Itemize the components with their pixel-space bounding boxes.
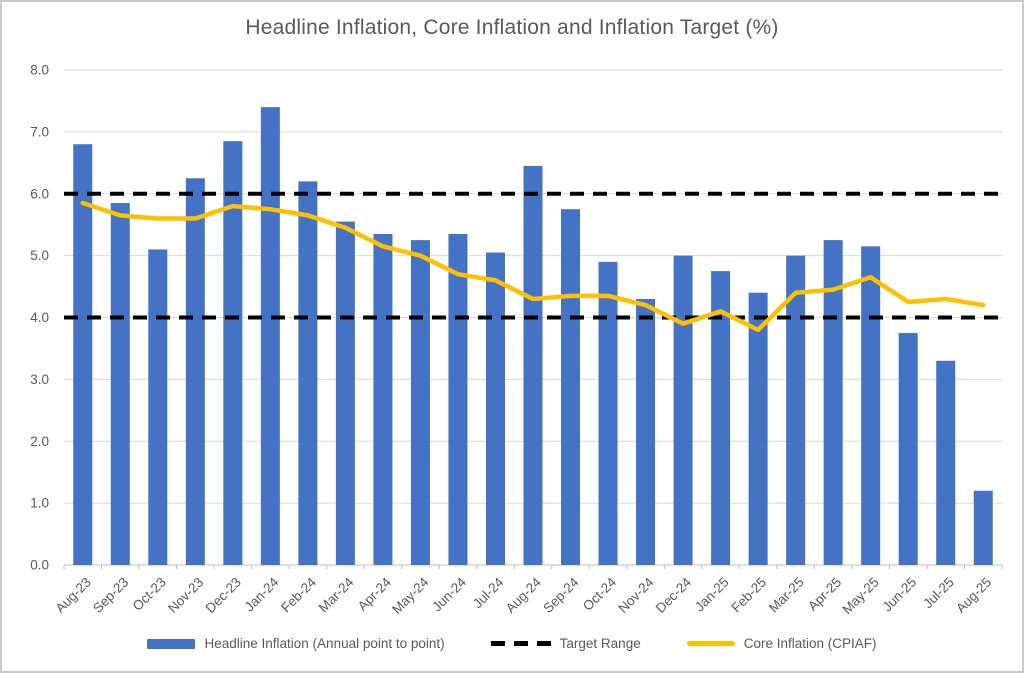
core-inflation-line — [80, 200, 986, 333]
x-tick-label: Oct-23 — [130, 575, 169, 614]
bar-Feb-25 — [748, 292, 768, 565]
target-range-dash-swatch — [490, 641, 551, 646]
legend-label-core-inflation: Core Inflation (CPIAF) — [743, 636, 877, 651]
legend-item-target-range: Target Range — [490, 636, 641, 651]
x-tick-label: Jan-24 — [242, 574, 282, 614]
core-inflation-line-swatch — [686, 641, 735, 646]
x-tick-label: Jul-25 — [920, 575, 957, 612]
x-tick-label: Feb-24 — [278, 574, 319, 615]
x-tick-label: Nov-23 — [165, 575, 206, 616]
x-tick-label: Sep-23 — [90, 575, 131, 616]
x-tick-label: Aug-23 — [52, 575, 93, 616]
x-tick-label: May-24 — [389, 574, 432, 617]
x-tick-label: Mar-24 — [316, 574, 357, 615]
x-tick-label: Aug-25 — [953, 575, 994, 616]
x-tick-label: Nov-24 — [615, 574, 657, 616]
x-tick-label: Jul-24 — [470, 574, 507, 611]
y-tick-label: 2.0 — [30, 434, 49, 449]
y-tick-label: 8.0 — [30, 63, 49, 78]
x-tick-label: Dec-24 — [653, 574, 695, 616]
bar-Jun-24 — [448, 233, 468, 565]
y-tick-label: 3.0 — [30, 372, 49, 387]
x-tick-label: Apr-25 — [805, 575, 844, 614]
bar-Aug-25 — [973, 490, 993, 565]
x-tick-label: Mar-25 — [766, 575, 807, 616]
bar-Aug-24 — [523, 165, 543, 565]
legend-item-headline-inflation: Headline Inflation (Annual point to poin… — [147, 636, 445, 651]
x-tick-label: Dec-23 — [203, 575, 244, 616]
bar-Mar-24 — [335, 221, 355, 565]
bar-Jul-25 — [936, 360, 956, 565]
legend: Headline Inflation (Annual point to poin… — [2, 636, 1022, 651]
x-tick-label: Jan-25 — [692, 575, 732, 615]
bar-Jan-24 — [260, 107, 280, 565]
bar-May-25 — [861, 246, 881, 565]
bar-May-24 — [410, 240, 430, 565]
bar-Oct-24 — [598, 261, 618, 565]
y-tick-label: 1.0 — [30, 496, 49, 511]
x-tick-label: Oct-24 — [580, 574, 620, 614]
bar-Apr-24 — [373, 233, 393, 565]
bar-Nov-23 — [185, 178, 205, 565]
bar-Jul-24 — [485, 252, 505, 565]
headline-bar-swatch — [147, 638, 196, 649]
x-tick-label: Jun-24 — [429, 574, 469, 614]
legend-item-core-inflation: Core Inflation (CPIAF) — [686, 636, 877, 651]
bar-Mar-25 — [786, 255, 806, 565]
chart-title: Headline Inflation, Core Inflation and I… — [245, 16, 779, 39]
y-tick-label: 7.0 — [30, 124, 49, 139]
x-tick-label: Jun-25 — [880, 575, 920, 615]
y-tick-label: 0.0 — [30, 558, 49, 573]
y-tick-label: 6.0 — [30, 186, 49, 201]
x-tick-label: Feb-25 — [728, 575, 769, 616]
bar-Dec-23 — [223, 141, 243, 565]
bar-Oct-23 — [148, 249, 168, 565]
y-tick-label: 5.0 — [30, 248, 49, 263]
x-tick-label: Aug-24 — [503, 574, 545, 616]
bar-Feb-24 — [298, 181, 318, 565]
legend-label-headline-inflation: Headline Inflation (Annual point to poin… — [204, 636, 445, 651]
bar-Apr-25 — [823, 240, 843, 565]
legend-label-target-range: Target Range — [559, 636, 641, 651]
bar-Nov-24 — [636, 298, 656, 565]
chart-plot-area: 0.01.02.03.04.05.06.07.08.0Aug-23Sep-23O… — [30, 63, 1003, 617]
bar-Aug-23 — [73, 144, 93, 565]
x-tick-label: May-25 — [839, 575, 881, 617]
bar-Sep-23 — [110, 203, 130, 565]
bar-Dec-24 — [673, 255, 693, 565]
x-tick-label: Apr-24 — [355, 574, 395, 614]
bar-Jun-25 — [898, 332, 918, 565]
x-tick-label: Sep-24 — [540, 574, 582, 616]
y-tick-label: 4.0 — [30, 310, 49, 325]
bar-Sep-24 — [561, 209, 581, 565]
bar-Jan-25 — [711, 271, 731, 565]
